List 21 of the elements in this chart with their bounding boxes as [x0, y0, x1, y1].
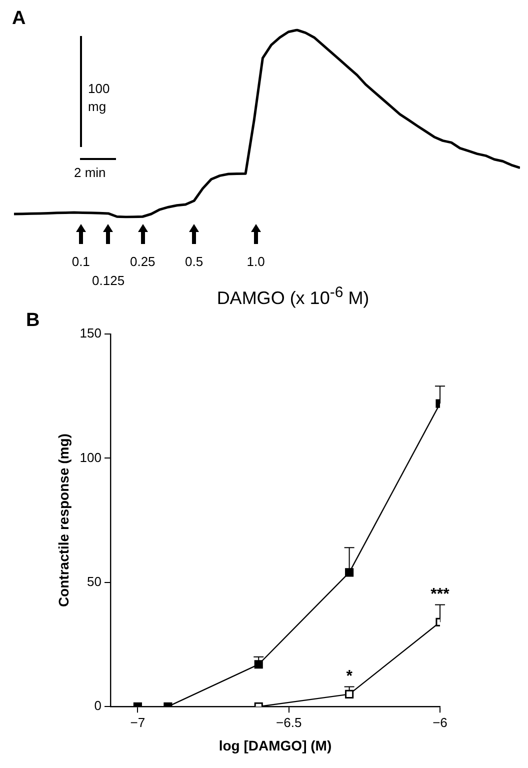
x-tick-label: −7: [130, 714, 146, 730]
y-tick-label: 50: [87, 574, 102, 589]
text: 0.5: [184, 254, 204, 269]
annotation: 2 min: [74, 165, 106, 180]
y-axis-title: Contractile response (mg): [55, 434, 72, 608]
y-tick-label: 0: [94, 698, 102, 714]
text: 0.1: [70, 254, 91, 269]
chart-title: B: [26, 310, 40, 332]
text: 0.25: [128, 254, 156, 269]
x-tick-label: −6.5: [276, 714, 302, 730]
text: 1.0: [246, 254, 266, 269]
x-axis-title: log [DAMGO] (M): [218, 737, 332, 754]
y-tick-label: 150: [80, 326, 102, 341]
annotation: 100 mg: [88, 80, 111, 116]
y-tick-label: 100: [80, 450, 102, 465]
annotation: *: [346, 668, 354, 686]
annotation: ***: [430, 586, 450, 604]
x-tick-label: −6: [432, 714, 448, 730]
text: 0.125: [91, 273, 126, 288]
chart-title: A: [12, 8, 26, 30]
x-axis-title: DAMGO (x 10$^{-6}$ M): [216, 284, 370, 309]
